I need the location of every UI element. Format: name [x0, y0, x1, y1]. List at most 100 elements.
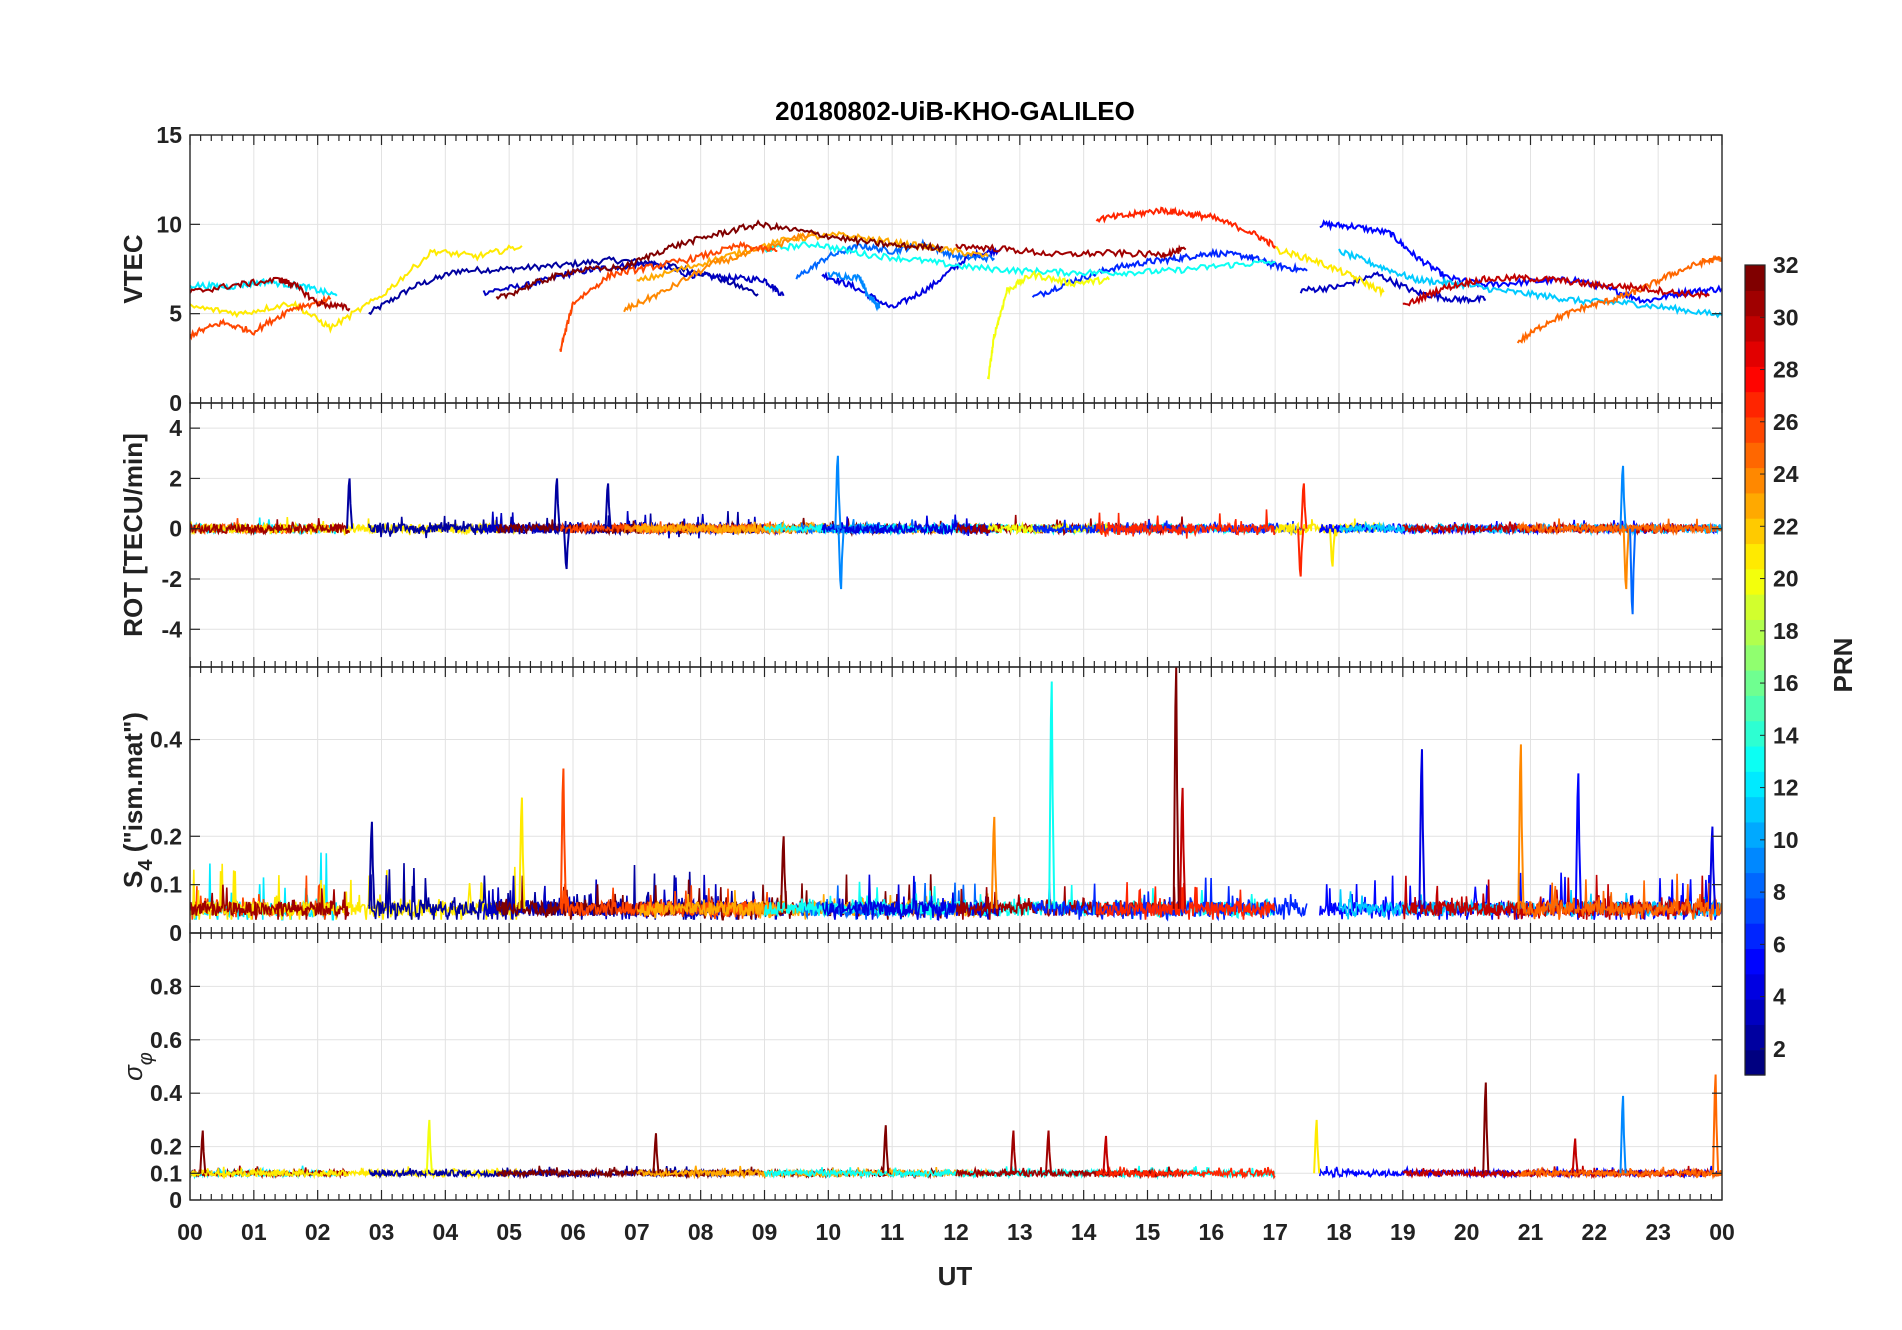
- x-tick-label: 05: [496, 1219, 522, 1245]
- colorbar-bin: [1745, 315, 1765, 342]
- x-tick-label: 18: [1326, 1219, 1352, 1245]
- spike-prn-24: [1517, 744, 1525, 909]
- data-layer: [190, 667, 1722, 922]
- data-layer: [190, 455, 1722, 615]
- y-tick-label: -4: [162, 616, 183, 642]
- spike-prn-4: [1708, 826, 1716, 909]
- x-tick-label: 20: [1454, 1219, 1480, 1245]
- x-tick-label: 10: [816, 1219, 842, 1245]
- colorbar-bin: [1745, 771, 1765, 798]
- series-prn-4: [821, 514, 1001, 537]
- series-prn-6: [1031, 877, 1308, 922]
- series-prn-4: [821, 247, 1002, 309]
- series-prn-31: [190, 884, 350, 920]
- x-tick-label: 01: [241, 1219, 267, 1245]
- y-tick-label: 10: [156, 211, 182, 237]
- series-prn-31: [955, 243, 1187, 260]
- y-label-rest: ("ism.mat"): [118, 712, 148, 859]
- colorbar-bin: [1745, 745, 1765, 772]
- colorbar-bin: [1745, 847, 1765, 874]
- series-prn-27: [1095, 206, 1277, 250]
- spike-prn-32: [882, 1125, 890, 1174]
- series-prn-8: [795, 238, 995, 280]
- colorbar-bin: [1745, 492, 1765, 519]
- colorbar-tick-label: 10: [1773, 827, 1799, 853]
- spike-prn-9: [834, 455, 842, 529]
- x-tick-label: 09: [752, 1219, 778, 1245]
- x-tick-label: 13: [1007, 1219, 1033, 1245]
- colorbar-bin: [1745, 568, 1765, 595]
- colorbar-bin: [1745, 366, 1765, 393]
- y-axis-label: VTEC: [118, 234, 148, 304]
- spike-prn-30: [1102, 1135, 1110, 1174]
- y-axis-label: ROT [TECU/min]: [118, 433, 148, 637]
- x-tick-label: 17: [1262, 1219, 1288, 1245]
- x-tick-label: 15: [1135, 1219, 1161, 1245]
- series-prn-30: [1402, 874, 1709, 920]
- colorbar-tick-label: 24: [1773, 461, 1799, 487]
- colorbar-tick-label: 8: [1773, 879, 1786, 905]
- colorbar-bin: [1745, 872, 1765, 899]
- colorbar-tick-label: 2: [1773, 1036, 1786, 1062]
- grid: [189, 933, 1723, 1201]
- y-tick-label: 0: [169, 390, 182, 416]
- spike-prn-2: [553, 478, 561, 529]
- colorbar-tick-label: 28: [1773, 357, 1799, 383]
- spike-prn-2: [368, 821, 376, 909]
- y-tick-label: 0.6: [150, 1027, 182, 1053]
- x-tick-label: 12: [943, 1219, 969, 1245]
- spike-prn-32: [652, 1133, 660, 1174]
- spike-prn-9: [1619, 1095, 1627, 1174]
- colorbar-tick-label: 12: [1773, 775, 1799, 801]
- spike-prn-32: [1482, 1082, 1490, 1174]
- colorbar-frame: [1744, 264, 1766, 1076]
- series-prn-4: [821, 874, 1001, 921]
- spike-prn-31: [1045, 1130, 1053, 1174]
- colorbar-bin: [1745, 821, 1765, 848]
- y-tick-label: 0.4: [150, 1080, 182, 1106]
- colorbar-bin: [1745, 543, 1765, 570]
- series-prn-25: [1517, 873, 1722, 921]
- colorbar-bin: [1745, 290, 1765, 317]
- colorbar-bin: [1745, 594, 1765, 620]
- y-tick-label: 5: [169, 301, 182, 327]
- series-prn-27: [1095, 1165, 1276, 1180]
- series-prn-25: [1516, 518, 1722, 537]
- x-tick-label: 21: [1518, 1219, 1544, 1245]
- x-tick-label: 16: [1199, 1219, 1225, 1245]
- y-tick-label: -2: [162, 566, 182, 592]
- colorbar-bin: [1745, 467, 1765, 494]
- spike-prn-24: [1622, 528, 1630, 590]
- series-prn-30: [1402, 272, 1710, 307]
- colorbar-bin: [1745, 518, 1765, 545]
- axis-ticks: [189, 134, 1723, 404]
- series-prn-11: [1338, 248, 1722, 319]
- spike-prn-20: [425, 1119, 433, 1174]
- y-label-sub: 4: [135, 859, 157, 871]
- spike-prn-2: [563, 528, 571, 570]
- series-prn-26: [559, 240, 778, 352]
- colorbar-bin: [1745, 1024, 1765, 1051]
- spike-prn-8: [1629, 528, 1637, 615]
- colorbar-tick-label: 6: [1773, 931, 1786, 957]
- colorbar-bin: [1745, 1049, 1765, 1076]
- series-prn-3: [1299, 270, 1487, 305]
- spike-prn-25: [1712, 1074, 1720, 1174]
- series-prn-27: [1095, 882, 1276, 920]
- grid: [189, 134, 1723, 404]
- spike-prn-21: [518, 797, 526, 909]
- series-prn-20: [986, 269, 1111, 380]
- grid: [189, 403, 1723, 667]
- x-tick-label: 22: [1582, 1219, 1608, 1245]
- x-tick-label: 04: [433, 1219, 459, 1245]
- colorbar-bin: [1745, 796, 1765, 823]
- x-axis-label: UT: [938, 1261, 973, 1291]
- series-prn-5: [1319, 219, 1722, 304]
- spike-prn-4: [1418, 749, 1426, 909]
- colorbar-bin: [1745, 442, 1765, 469]
- y-tick-label: 0.1: [150, 872, 182, 898]
- series-prn-25: [1516, 254, 1722, 344]
- y-tick-label: 0: [169, 516, 182, 542]
